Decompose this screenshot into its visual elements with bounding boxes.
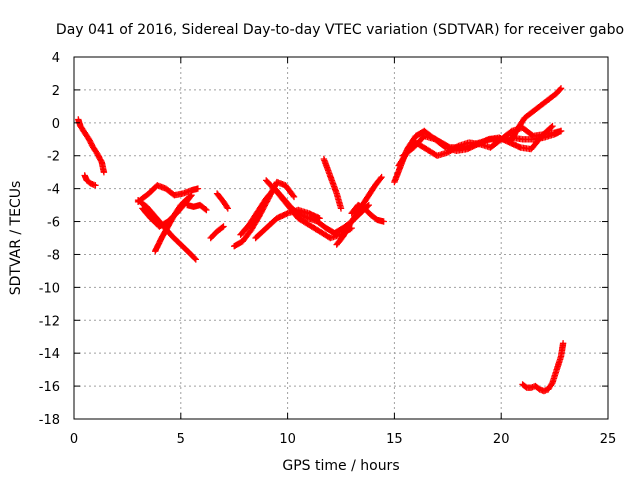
- series-points: [184, 201, 210, 214]
- x-axis-label: GPS time / hours: [282, 458, 399, 474]
- y-tick-label: -8: [47, 248, 60, 263]
- plot-frame: [73, 56, 609, 420]
- series-arc-8: [207, 223, 227, 242]
- series-points: [207, 223, 227, 242]
- y-tick-label: -6: [47, 216, 60, 231]
- series-points: [519, 340, 567, 395]
- series-points: [399, 122, 556, 159]
- series-points: [213, 190, 231, 212]
- y-tick-label: 4: [52, 51, 60, 66]
- series-arc-19: [399, 122, 556, 159]
- x-tick-label: 0: [70, 432, 78, 447]
- series-arc-1: [75, 116, 108, 176]
- y-tick-label: -2: [47, 150, 60, 165]
- x-tick-label: 25: [600, 432, 617, 447]
- y-tick-label: -14: [39, 347, 60, 362]
- y-tick-label: -4: [47, 183, 60, 198]
- x-tick-label: 10: [279, 432, 296, 447]
- series-points: [508, 85, 565, 143]
- y-axis-label: SDTVAR / TECUs: [8, 181, 24, 296]
- series-points: [252, 206, 323, 242]
- x-tick-label: 20: [493, 432, 510, 447]
- series-arc-20: [508, 85, 565, 143]
- series-arc-9: [213, 190, 231, 212]
- series-arc-7: [184, 201, 210, 214]
- x-tick-label: 5: [177, 432, 185, 447]
- series-arc-16: [348, 201, 387, 225]
- x-tick-label: 15: [386, 432, 403, 447]
- series-arc-12: [252, 206, 323, 242]
- series-arc-6: [152, 193, 193, 255]
- series-arc-2: [81, 172, 99, 189]
- data-marks: [75, 85, 567, 395]
- series-points: [81, 172, 99, 189]
- y-tick-label: -18: [39, 413, 60, 428]
- series-points: [152, 193, 193, 255]
- y-tick-label: 0: [52, 117, 60, 132]
- series-arc-14: [320, 155, 345, 212]
- y-tick-label: -16: [39, 380, 60, 395]
- y-tick-label: -10: [39, 281, 60, 296]
- series-arc-21: [519, 340, 567, 395]
- series-points: [320, 155, 345, 212]
- chart-title: Day 041 of 2016, Sidereal Day-to-day VTE…: [56, 22, 624, 38]
- y-tick-label: -12: [39, 314, 60, 329]
- series-points: [75, 116, 108, 176]
- series-points: [348, 201, 387, 225]
- y-tick-label: 2: [52, 84, 60, 99]
